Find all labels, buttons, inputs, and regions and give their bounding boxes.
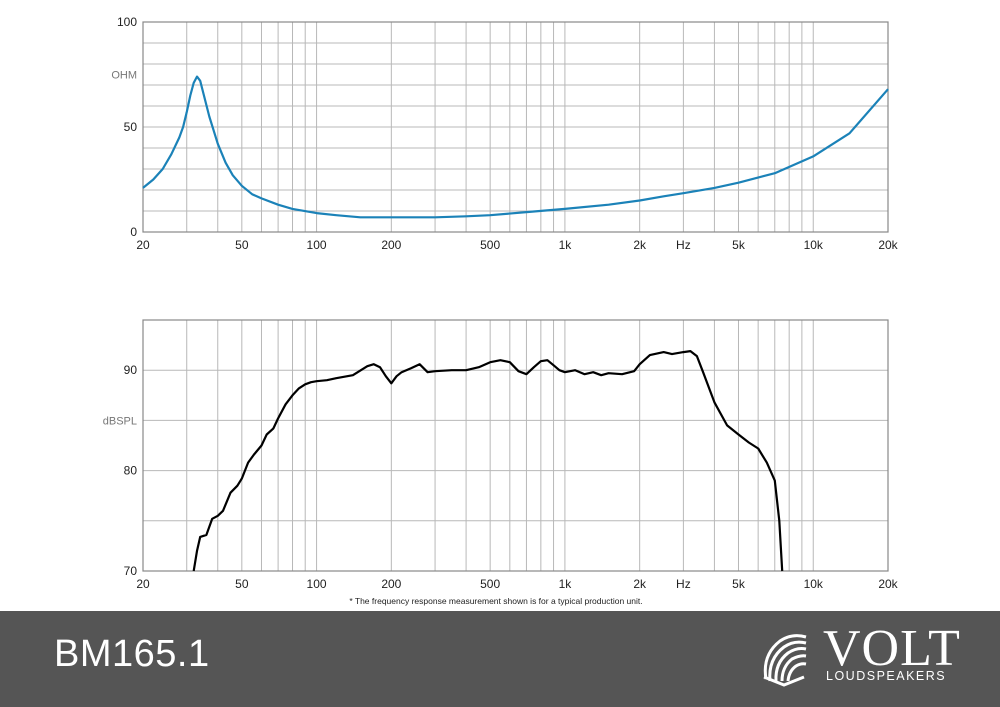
x-tick-label: 5k <box>732 577 746 591</box>
y-tick-label: 90 <box>124 363 138 377</box>
x-tick-label: 200 <box>381 577 401 591</box>
x-tick-label: 20k <box>878 238 898 252</box>
x-tick-label: 5k <box>732 238 746 252</box>
y-axis-label: OHM <box>111 70 137 82</box>
y-axis-label: dBSPL <box>103 415 137 427</box>
plot-frame <box>142 319 889 572</box>
x-tick-label: 100 <box>307 238 327 252</box>
x-tick-label: 500 <box>480 577 500 591</box>
footnote: * The frequency response measurement sho… <box>349 596 642 606</box>
model-name: BM165.1 <box>54 633 210 675</box>
x-tick-label: 200 <box>381 238 401 252</box>
volt-logo: VOLT LOUDSPEAKERS <box>760 620 960 695</box>
y-tick-label: 70 <box>124 564 138 578</box>
x-tick-label: Hz <box>676 577 691 591</box>
y-tick-label: 100 <box>117 15 137 29</box>
y-tick-label: 80 <box>124 464 138 478</box>
x-tick-label: 1k <box>559 577 573 591</box>
x-tick-label: 50 <box>235 238 249 252</box>
series-line <box>192 350 784 572</box>
x-tick-label: 50 <box>235 577 249 591</box>
volt-emblem-icon <box>763 634 807 687</box>
x-tick-label: 10k <box>804 577 824 591</box>
plot-area <box>143 320 888 571</box>
x-tick-label: 20 <box>136 238 150 252</box>
brand-subtitle: LOUDSPEAKERS <box>826 669 947 683</box>
x-tick-label: 20 <box>136 577 150 591</box>
x-tick-label: 20k <box>878 577 898 591</box>
y-tick-label: 0 <box>130 225 137 239</box>
y-tick-label: 50 <box>124 120 138 134</box>
x-tick-label: 500 <box>480 238 500 252</box>
plot-frame <box>142 21 889 233</box>
spl-chart: 20 50 100 200 500 1k 2k Hz 5k 10k 20k 90 80 70 dBSPL <box>103 319 899 591</box>
x-tick-label: 2k <box>633 238 647 252</box>
footer-bar: BM165.1 VOLT LOUDSPEAKERS <box>0 611 1000 707</box>
x-tick-label: 2k <box>633 577 647 591</box>
series-line <box>142 75 889 219</box>
x-tick-label: Hz <box>676 238 691 252</box>
brand-name: VOLT <box>823 620 961 677</box>
x-tick-label: 1k <box>559 238 573 252</box>
x-tick-label: 100 <box>307 577 327 591</box>
x-tick-label: 10k <box>804 238 824 252</box>
